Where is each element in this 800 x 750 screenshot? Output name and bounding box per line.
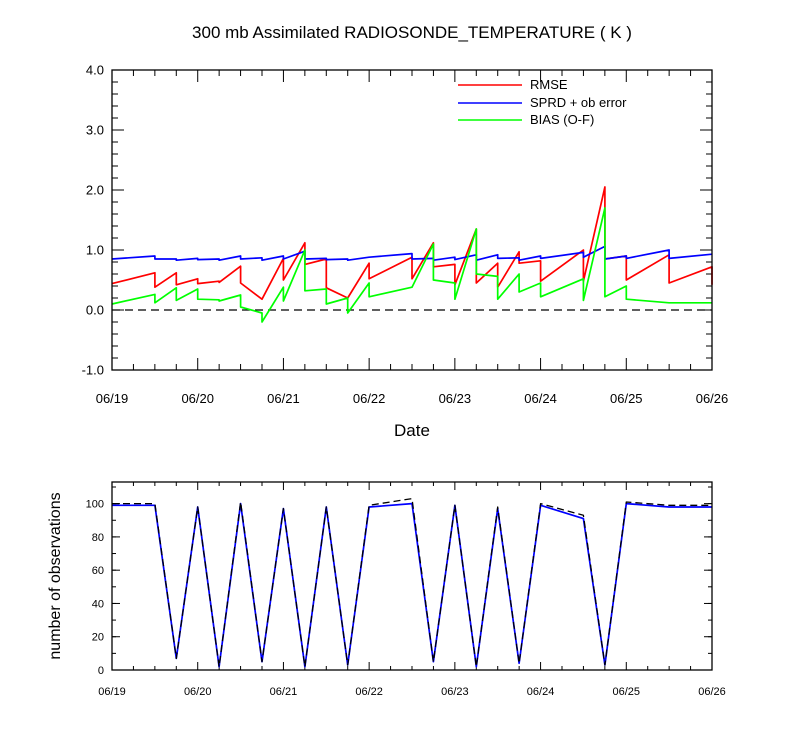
top-x-tick-label: 06/21 — [267, 391, 300, 406]
bottom-chart-y-tick-labels: 0 20 40 60 80 100 — [86, 498, 104, 676]
bottom-y-tick-label: 80 — [92, 532, 104, 544]
top-y-tick-label: 3.0 — [86, 123, 104, 138]
top-series-1 — [111, 245, 713, 262]
top-x-tick-label: 06/19 — [96, 391, 129, 406]
top-x-tick-label: 06/24 — [524, 391, 557, 406]
top-y-tick-label: 0.0 — [86, 303, 104, 318]
bottom-x-tick-label: 06/22 — [355, 686, 383, 698]
top-x-tick-label: 06/22 — [353, 391, 386, 406]
top-x-tick-label: 06/20 — [181, 391, 214, 406]
bottom-x-tick-label: 06/26 — [698, 686, 726, 698]
bottom-chart-y-axis-label: number of observations — [47, 492, 64, 659]
top-series-2 — [111, 207, 712, 323]
top-chart-ticks — [111, 69, 713, 371]
top-chart-series — [111, 186, 713, 323]
bottom-x-tick-label: 06/19 — [98, 686, 126, 698]
bottom-x-tick-label: 06/20 — [184, 686, 212, 698]
top-x-tick-label: 06/26 — [696, 391, 729, 406]
top-x-tick-label: 06/25 — [610, 391, 643, 406]
bottom-y-tick-label: 0 — [98, 665, 104, 677]
top-x-tick-label: 06/23 — [439, 391, 472, 406]
bottom-x-tick-label: 06/23 — [441, 686, 469, 698]
bottom-chart-series — [112, 497, 712, 668]
top-chart-y-tick-labels: -1.0 0.0 1.0 2.0 3.0 4.0 — [82, 63, 104, 378]
bottom-y-tick-label: 40 — [92, 598, 104, 610]
top-y-tick-label: -1.0 — [82, 363, 104, 378]
bottom-x-tick-label: 06/21 — [270, 686, 298, 698]
top-y-tick-label: 1.0 — [86, 243, 104, 258]
top-series-0 — [111, 186, 713, 301]
top-chart-frame — [111, 69, 713, 371]
top-chart-x-tick-labels: 06/19 06/20 06/21 06/22 06/23 06/24 06/25 06/26 — [96, 391, 729, 406]
bottom-chart-x-tick-labels: 06/19 06/20 06/21 06/22 06/23 06/24 06/25 06/26 — [98, 686, 726, 698]
bottom-x-tick-label: 06/24 — [527, 686, 555, 698]
bottom-chart-ticks — [111, 482, 713, 671]
bottom-y-tick-label: 60 — [92, 565, 104, 577]
legend-label-sprd: SPRD + ob error — [530, 95, 627, 110]
top-y-tick-label: 2.0 — [86, 183, 104, 198]
bottom-y-tick-label: 20 — [92, 632, 104, 644]
top-chart-legend: RMSE SPRD + ob error BIAS (O-F) — [458, 77, 627, 127]
top-y-tick-label: 4.0 — [86, 63, 104, 78]
top-chart-x-axis-label: Date — [394, 421, 430, 440]
bottom-x-tick-label: 06/25 — [613, 686, 641, 698]
legend-label-bias: BIAS (O-F) — [530, 112, 594, 127]
bottom-y-tick-label: 100 — [86, 498, 104, 510]
bottom-series-0 — [112, 502, 712, 668]
bottom-series-1 — [112, 497, 712, 668]
bottom-chart-frame — [111, 481, 713, 671]
legend-label-rmse: RMSE — [530, 77, 568, 92]
top-chart-title: 300 mb Assimilated RADIOSONDE_TEMPERATUR… — [192, 23, 632, 42]
